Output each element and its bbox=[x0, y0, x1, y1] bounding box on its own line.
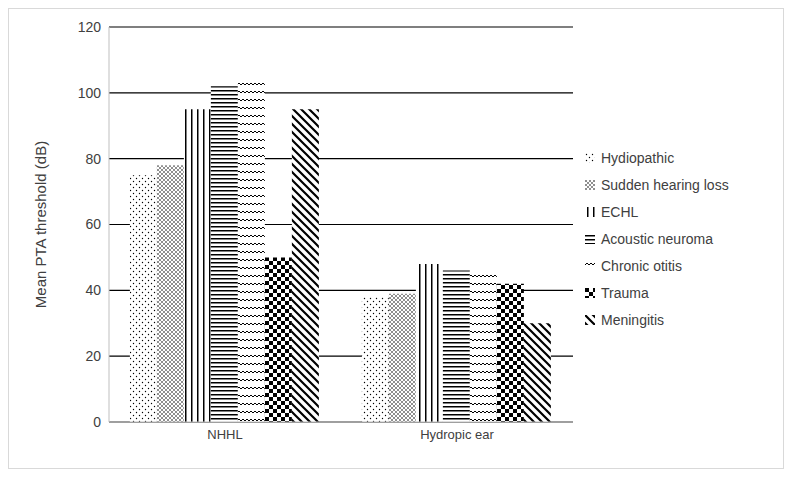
svg-text:NHHL: NHHL bbox=[207, 427, 242, 442]
svg-text:Hydropic ear: Hydropic ear bbox=[420, 427, 494, 442]
html-text:Acoustic neuroma: Acoustic neuroma bbox=[601, 230, 714, 247]
svg-text:120: 120 bbox=[78, 19, 102, 35]
svg-text:60: 60 bbox=[85, 216, 101, 232]
html-text:Meningitis: Meningitis bbox=[601, 311, 664, 328]
html-text:Sudden hearing loss: Sudden hearing loss bbox=[601, 176, 729, 193]
html-text:Chronic otitis: Chronic otitis bbox=[601, 257, 682, 274]
html-text:Trauma: Trauma bbox=[601, 284, 649, 301]
html-text:ECHL: ECHL bbox=[601, 203, 639, 220]
svg-text:100: 100 bbox=[78, 85, 102, 101]
svg-text:20: 20 bbox=[85, 348, 101, 364]
html-text:Hydiopathic: Hydiopathic bbox=[601, 149, 675, 166]
svg-text:Mean PTA threshold (dB): Mean PTA threshold (dB) bbox=[32, 141, 49, 308]
svg-text:80: 80 bbox=[85, 151, 101, 167]
svg-text:0: 0 bbox=[93, 414, 101, 430]
svg-text:40: 40 bbox=[85, 282, 101, 298]
